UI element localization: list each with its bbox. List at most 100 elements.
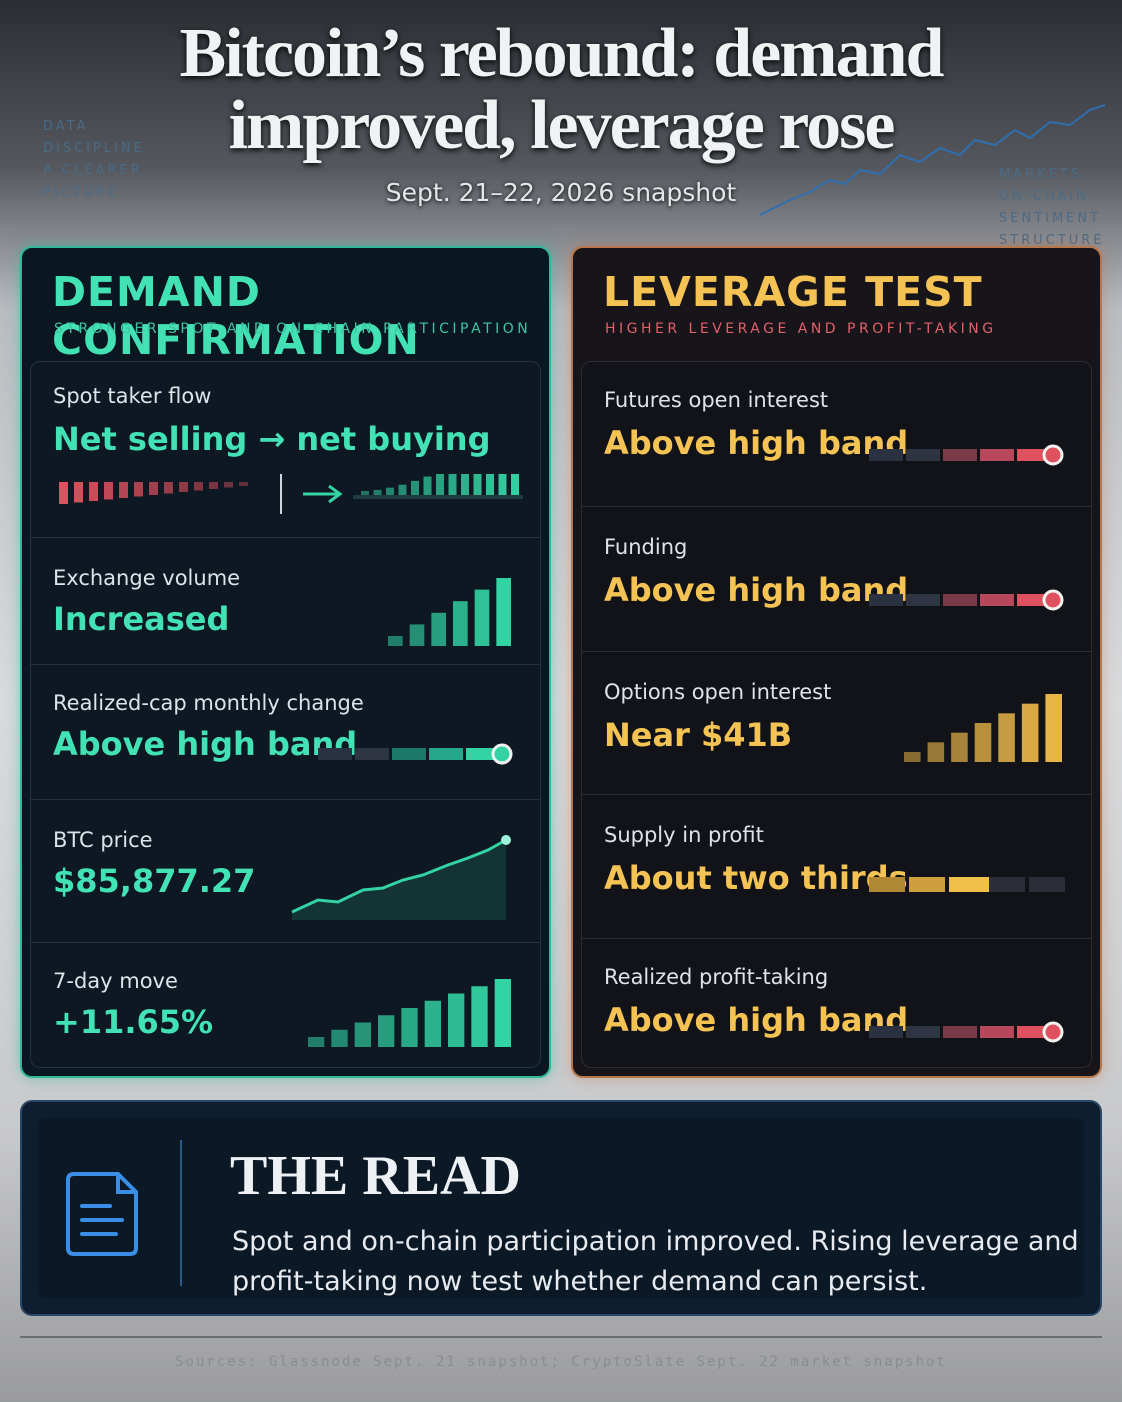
- decor-bar: [353, 495, 523, 499]
- read-title: THE READ: [230, 1145, 521, 1207]
- decor-bar: [392, 748, 426, 760]
- decor-bar: [388, 636, 403, 646]
- decor-bar: [466, 748, 500, 760]
- decor-bar: [980, 594, 1014, 606]
- panel-subtitle: STRONGER SPOT AND ON-CHAIN PARTICIPATION: [54, 321, 532, 337]
- metric-label: Realized-cap monthly change: [53, 691, 364, 715]
- decor-bar: [179, 482, 188, 492]
- doc-icon: [66, 1172, 138, 1256]
- decor-bar: [119, 482, 128, 498]
- decor-bar: [436, 474, 444, 496]
- decor-bar: [401, 1008, 418, 1047]
- decor-bar: [429, 748, 463, 760]
- metric-row: Funding Above high band: [582, 507, 1091, 652]
- metric-row: BTC price $85,877.27: [31, 800, 540, 943]
- decor-bar: [164, 482, 173, 494]
- metric-value: $85,877.27: [53, 862, 256, 900]
- panel-subtitle: HIGHER LEVERAGE AND PROFIT-TAKING: [605, 321, 997, 337]
- decor-bar: [224, 482, 233, 488]
- decor-bar: [1021, 703, 1039, 762]
- panel-title: DEMAND CONFIRMATION: [52, 268, 420, 364]
- decor-bar: [869, 877, 905, 892]
- decor-bar: [411, 480, 419, 496]
- decor-bar: [998, 713, 1015, 762]
- decor-bar: [498, 474, 507, 496]
- decor-bar: [1017, 449, 1051, 461]
- metric-value: Above high band: [53, 725, 358, 763]
- decor-dot: [501, 835, 511, 845]
- metric-label: BTC price: [53, 828, 153, 852]
- decor-bar: [423, 476, 432, 496]
- decor-bar: [1045, 694, 1062, 762]
- decor-bar: [989, 877, 1025, 892]
- decor-dot: [1042, 1021, 1064, 1043]
- panel-title: LEVERAGE TEST: [603, 268, 983, 316]
- metric-row: 7-day move +11.65%: [31, 943, 540, 1070]
- decor-bar: [927, 742, 945, 762]
- metric-label: Spot taker flow: [53, 384, 212, 408]
- decor-bar: [355, 748, 389, 760]
- decor-bar: [74, 482, 83, 503]
- decor-path: [760, 104, 1105, 216]
- metric-label: Funding: [604, 535, 688, 559]
- decor-bar: [943, 594, 977, 606]
- decor-bar: [494, 979, 511, 1047]
- decor-bar: [89, 482, 98, 501]
- divider: [180, 1140, 182, 1286]
- decor-bar: [453, 601, 468, 646]
- decor-bar: [974, 723, 992, 762]
- metric-label: 7-day move: [53, 969, 178, 993]
- decor-bar: [104, 482, 113, 500]
- tag: A CLEARER: [43, 163, 143, 178]
- title: Bitcoin’s rebound: demand improved, leve…: [179, 15, 945, 164]
- right-tags: MARKETS ON-CHAIN SENTIMENT STRUCTURE: [999, 164, 1105, 252]
- decor-bar: [378, 1015, 395, 1047]
- metric-label: Futures open interest: [604, 388, 829, 412]
- decoration: [869, 444, 1064, 466]
- decor-bar: [149, 482, 158, 495]
- decoration: [308, 979, 511, 1047]
- metric-value: Near $41B: [604, 716, 793, 754]
- decoration: [388, 578, 511, 646]
- panel: LEVERAGE TEST HIGHER LEVERAGE AND PROFIT…: [571, 246, 1102, 1078]
- decor-line: [760, 104, 1105, 216]
- decor-bar: [331, 1029, 348, 1047]
- decor-bar: [398, 484, 407, 496]
- decor-bar: [461, 474, 469, 496]
- decor-bar: [474, 589, 490, 646]
- decoration: [869, 877, 1065, 892]
- metric-label: Options open interest: [604, 680, 832, 704]
- decoration: [869, 1021, 1064, 1043]
- metric-value: Above high band: [604, 1001, 909, 1039]
- decoration: [869, 589, 1064, 611]
- footer-rule: [20, 1336, 1102, 1338]
- read-text: Spot and on-chain participation improved…: [232, 1226, 1079, 1297]
- tag: ON-CHAIN: [999, 189, 1089, 204]
- metric-value: Net selling → net buying: [53, 420, 491, 458]
- decor-bar: [906, 594, 940, 606]
- decor-bar: [496, 578, 511, 646]
- read-inner: THE READ Spot and on-chain participation…: [38, 1118, 1084, 1298]
- decor-bar: [869, 594, 903, 606]
- decor-dot: [1042, 444, 1064, 466]
- tag: DATA: [43, 119, 89, 134]
- decor-bar: [318, 748, 352, 760]
- decor-bar: [486, 474, 494, 496]
- tag: SENTIMENT: [999, 211, 1102, 226]
- card: Spot taker flow Net selling → net buying E…: [30, 361, 541, 1068]
- decoration: [904, 694, 1062, 762]
- decor-bar: [354, 1022, 371, 1047]
- decor-bar: [409, 624, 425, 646]
- decor-bar: [869, 1026, 903, 1038]
- card: Futures open interest Above high band Fund…: [581, 361, 1092, 1068]
- decor-bar: [308, 1037, 325, 1047]
- metric-value: Above high band: [604, 424, 909, 462]
- metric-value: Above high band: [604, 571, 909, 609]
- metric-label: Supply in profit: [604, 823, 764, 847]
- decor-bar: [980, 1026, 1014, 1038]
- metric-label: Realized profit-taking: [604, 965, 829, 989]
- tag: STRUCTURE: [999, 233, 1105, 248]
- decor-bar: [980, 449, 1014, 461]
- metric-row: Spot taker flow Net selling → net buying: [31, 362, 540, 538]
- decor-bar: [906, 1026, 940, 1038]
